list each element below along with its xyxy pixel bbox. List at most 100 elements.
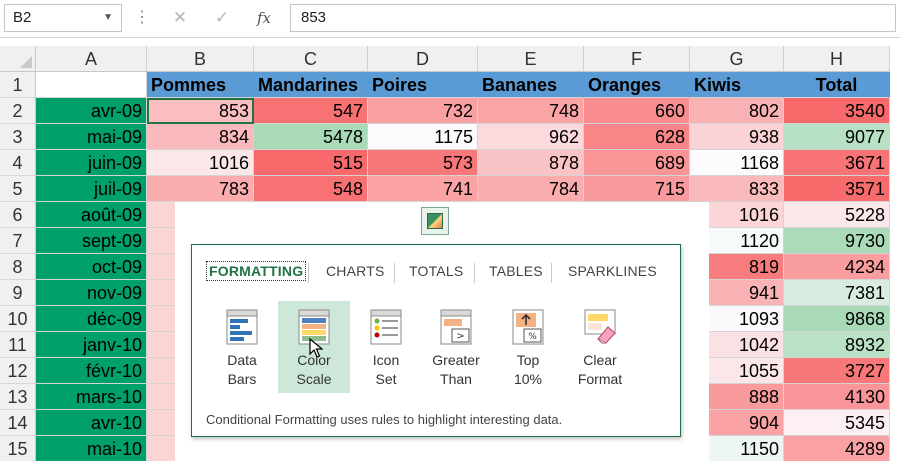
more-options-icon[interactable]: ⋮ xyxy=(134,9,150,26)
kiwis-cell[interactable]: 819 xyxy=(690,254,784,280)
column-title-pommes[interactable]: Pommes xyxy=(147,72,254,98)
total-cell[interactable]: 8932 xyxy=(784,332,890,358)
data-cell[interactable]: 547 xyxy=(254,98,368,124)
icon-set-option[interactable]: Icon Set xyxy=(350,301,422,393)
column-header-h[interactable]: H xyxy=(784,46,890,72)
data-cell[interactable]: 878 xyxy=(478,150,584,176)
total-cell[interactable]: 5345 xyxy=(784,410,890,436)
top-10-option[interactable]: % Top 10% xyxy=(492,301,564,393)
data-cell[interactable]: 1175 xyxy=(368,124,478,150)
column-title-poires[interactable]: Poires xyxy=(368,72,478,98)
date-cell[interactable]: mars-10 xyxy=(36,384,147,410)
date-cell[interactable]: avr-10 xyxy=(36,410,147,436)
data-cell[interactable]: 660 xyxy=(584,98,690,124)
total-cell[interactable]: 9730 xyxy=(784,228,890,254)
tab-sparklines[interactable]: SPARKLINES xyxy=(568,263,657,279)
column-title-bananes[interactable]: Bananes xyxy=(478,72,584,98)
row-header-6[interactable]: 6 xyxy=(0,202,36,228)
quick-analysis-button[interactable] xyxy=(421,207,449,235)
data-cell[interactable]: 741 xyxy=(368,176,478,202)
data-cell[interactable]: 548 xyxy=(254,176,368,202)
total-cell[interactable]: 3727 xyxy=(784,358,890,384)
column-header-c[interactable]: C xyxy=(254,46,368,72)
date-cell[interactable]: mai-10 xyxy=(36,436,147,461)
row-header-1[interactable]: 1 xyxy=(0,72,36,98)
column-header-f[interactable]: F xyxy=(584,46,690,72)
tab-charts[interactable]: CHARTS xyxy=(326,263,385,279)
column-header-e[interactable]: E xyxy=(478,46,584,72)
data-cell[interactable]: 748 xyxy=(478,98,584,124)
date-cell[interactable]: oct-09 xyxy=(36,254,147,280)
enter-button[interactable]: ✓ xyxy=(214,8,230,27)
total-cell[interactable]: 7381 xyxy=(784,280,890,306)
data-cell[interactable]: 962 xyxy=(478,124,584,150)
formula-input[interactable]: 853 xyxy=(290,4,896,32)
column-title-total[interactable]: Total xyxy=(784,72,890,98)
row-header-4[interactable]: 4 xyxy=(0,150,36,176)
column-header-a[interactable]: A xyxy=(36,46,147,72)
data-cell[interactable]: 9077 xyxy=(784,124,890,150)
data-cell[interactable]: 3571 xyxy=(784,176,890,202)
row-header-15[interactable]: 15 xyxy=(0,436,36,461)
row-header-5[interactable]: 5 xyxy=(0,176,36,202)
row-header-10[interactable]: 10 xyxy=(0,306,36,332)
row-header-7[interactable]: 7 xyxy=(0,228,36,254)
column-title-mandarines[interactable]: Mandarines xyxy=(254,72,368,98)
data-cell[interactable]: 833 xyxy=(690,176,784,202)
column-header-b[interactable]: B xyxy=(147,46,254,72)
data-cell[interactable]: 732 xyxy=(368,98,478,124)
data-cell[interactable]: 784 xyxy=(478,176,584,202)
data-cell[interactable]: 938 xyxy=(690,124,784,150)
data-cell[interactable]: 1016 xyxy=(147,150,254,176)
row-header-9[interactable]: 9 xyxy=(0,280,36,306)
column-header-d[interactable]: D xyxy=(368,46,478,72)
data-cell[interactable]: 715 xyxy=(584,176,690,202)
row-header-13[interactable]: 13 xyxy=(0,384,36,410)
insert-function-button[interactable]: fx xyxy=(256,9,271,27)
date-cell[interactable]: avr-09 xyxy=(36,98,147,124)
date-cell[interactable]: janv-10 xyxy=(36,332,147,358)
total-cell[interactable]: 4130 xyxy=(784,384,890,410)
data-cell[interactable]: 3540 xyxy=(784,98,890,124)
row-header-8[interactable]: 8 xyxy=(0,254,36,280)
total-cell[interactable]: 4289 xyxy=(784,436,890,461)
row-header-12[interactable]: 12 xyxy=(0,358,36,384)
select-all-button[interactable] xyxy=(0,46,36,72)
data-cell[interactable]: 1168 xyxy=(690,150,784,176)
row-header-3[interactable]: 3 xyxy=(0,124,36,150)
data-cell[interactable]: 628 xyxy=(584,124,690,150)
data-cell[interactable]: 853 xyxy=(147,98,254,124)
date-cell[interactable]: août-09 xyxy=(36,202,147,228)
data-cell[interactable]: 515 xyxy=(254,150,368,176)
date-cell[interactable]: juil-09 xyxy=(36,176,147,202)
tab-tables[interactable]: TABLES xyxy=(489,263,543,279)
cancel-button[interactable]: ✕ xyxy=(172,8,188,27)
data-bars-option[interactable]: Data Bars xyxy=(206,301,278,393)
total-cell[interactable]: 9868 xyxy=(784,306,890,332)
data-cell[interactable]: 5478 xyxy=(254,124,368,150)
total-cell[interactable]: 5228 xyxy=(784,202,890,228)
data-cell[interactable]: 783 xyxy=(147,176,254,202)
chevron-down-icon[interactable]: ▼ xyxy=(103,12,113,23)
date-cell[interactable]: juin-09 xyxy=(36,150,147,176)
greater-than-option[interactable]: > Greater Than xyxy=(420,301,492,393)
row-header-11[interactable]: 11 xyxy=(0,332,36,358)
date-cell[interactable]: nov-09 xyxy=(36,280,147,306)
tab-formatting[interactable]: FORMATTING xyxy=(206,261,307,281)
data-cell[interactable]: 802 xyxy=(690,98,784,124)
column-header-g[interactable]: G xyxy=(690,46,784,72)
column-title-kiwis[interactable]: Kiwis xyxy=(690,72,784,98)
date-cell[interactable]: févr-10 xyxy=(36,358,147,384)
name-box[interactable]: B2 ▼ xyxy=(4,4,122,32)
date-cell[interactable]: mai-09 xyxy=(36,124,147,150)
date-cell[interactable]: déc-09 xyxy=(36,306,147,332)
data-cell[interactable]: 689 xyxy=(584,150,690,176)
clear-format-option[interactable]: Clear Format xyxy=(564,301,636,393)
data-cell[interactable]: 834 xyxy=(147,124,254,150)
date-cell[interactable]: sept-09 xyxy=(36,228,147,254)
column-title-oranges[interactable]: Oranges xyxy=(584,72,690,98)
data-cell[interactable]: 3671 xyxy=(784,150,890,176)
total-cell[interactable]: 4234 xyxy=(784,254,890,280)
data-cell[interactable]: 573 xyxy=(368,150,478,176)
tab-totals[interactable]: TOTALS xyxy=(409,263,464,279)
